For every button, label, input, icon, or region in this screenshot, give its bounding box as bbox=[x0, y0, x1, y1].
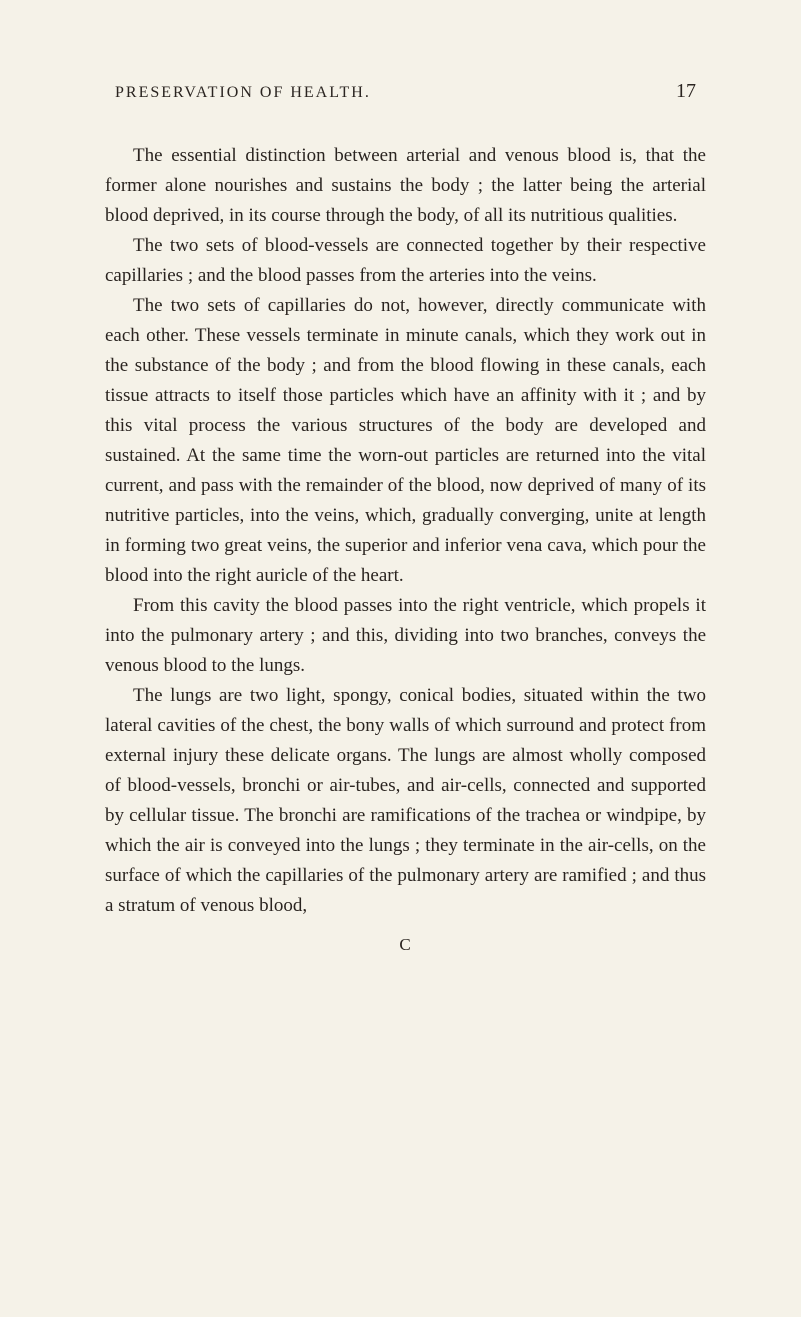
paragraph: From this cavity the blood passes into t… bbox=[105, 591, 706, 681]
paragraph: The essential distinction between arteri… bbox=[105, 141, 706, 231]
paragraph: The two sets of blood-vessels are connec… bbox=[105, 231, 706, 291]
body-text: The essential distinction between arteri… bbox=[105, 141, 706, 921]
paragraph: The two sets of capillaries do not, howe… bbox=[105, 291, 706, 591]
running-title: PRESERVATION OF HEALTH. bbox=[115, 84, 371, 102]
page-number: 17 bbox=[676, 80, 696, 103]
paragraph: The lungs are two light, spongy, conical… bbox=[105, 681, 706, 921]
signature-mark: C bbox=[105, 935, 706, 955]
page-header: PRESERVATION OF HEALTH. 17 bbox=[105, 80, 706, 103]
